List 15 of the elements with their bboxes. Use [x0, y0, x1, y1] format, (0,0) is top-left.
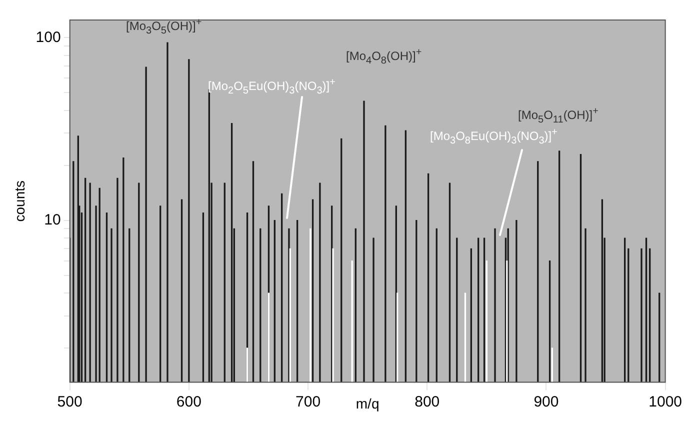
x-tick-label: 700	[296, 393, 321, 410]
y-axis-title: counts	[11, 180, 28, 222]
x-tick-label: 900	[534, 393, 559, 410]
y-tick-label: 100	[36, 28, 61, 46]
x-tick-label: 500	[57, 393, 82, 410]
x-tick-label: 1000	[648, 393, 682, 410]
text: [Mo$_{3}$O$_{8}$Eu(OH)$_{3}$(NO$_{3}$)]$^{+}$	[430, 127, 558, 146]
annotation: [Mo$_{5}$O$_{11}$(OH)]$^{+}$	[518, 106, 598, 126]
annotation: [Mo$_{4}$O$_{8}$(OH)]$^{+}$	[346, 46, 422, 68]
x-axis-title: m/q	[356, 395, 380, 412]
annotation: [Mo$_{3}$O$_{5}$(OH)]$^{+}$	[126, 16, 202, 38]
x-tick-label: 800	[414, 393, 440, 410]
text: [Mo$_{2}$O$_{5}$Eu(OH)$_{3}$(NO$_{3}$)]$^{+}$	[208, 77, 336, 96]
y-tick-label: 10	[44, 211, 61, 228]
x-tick-label: 600	[176, 393, 202, 410]
